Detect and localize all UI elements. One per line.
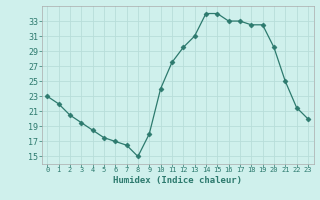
X-axis label: Humidex (Indice chaleur): Humidex (Indice chaleur) xyxy=(113,176,242,185)
